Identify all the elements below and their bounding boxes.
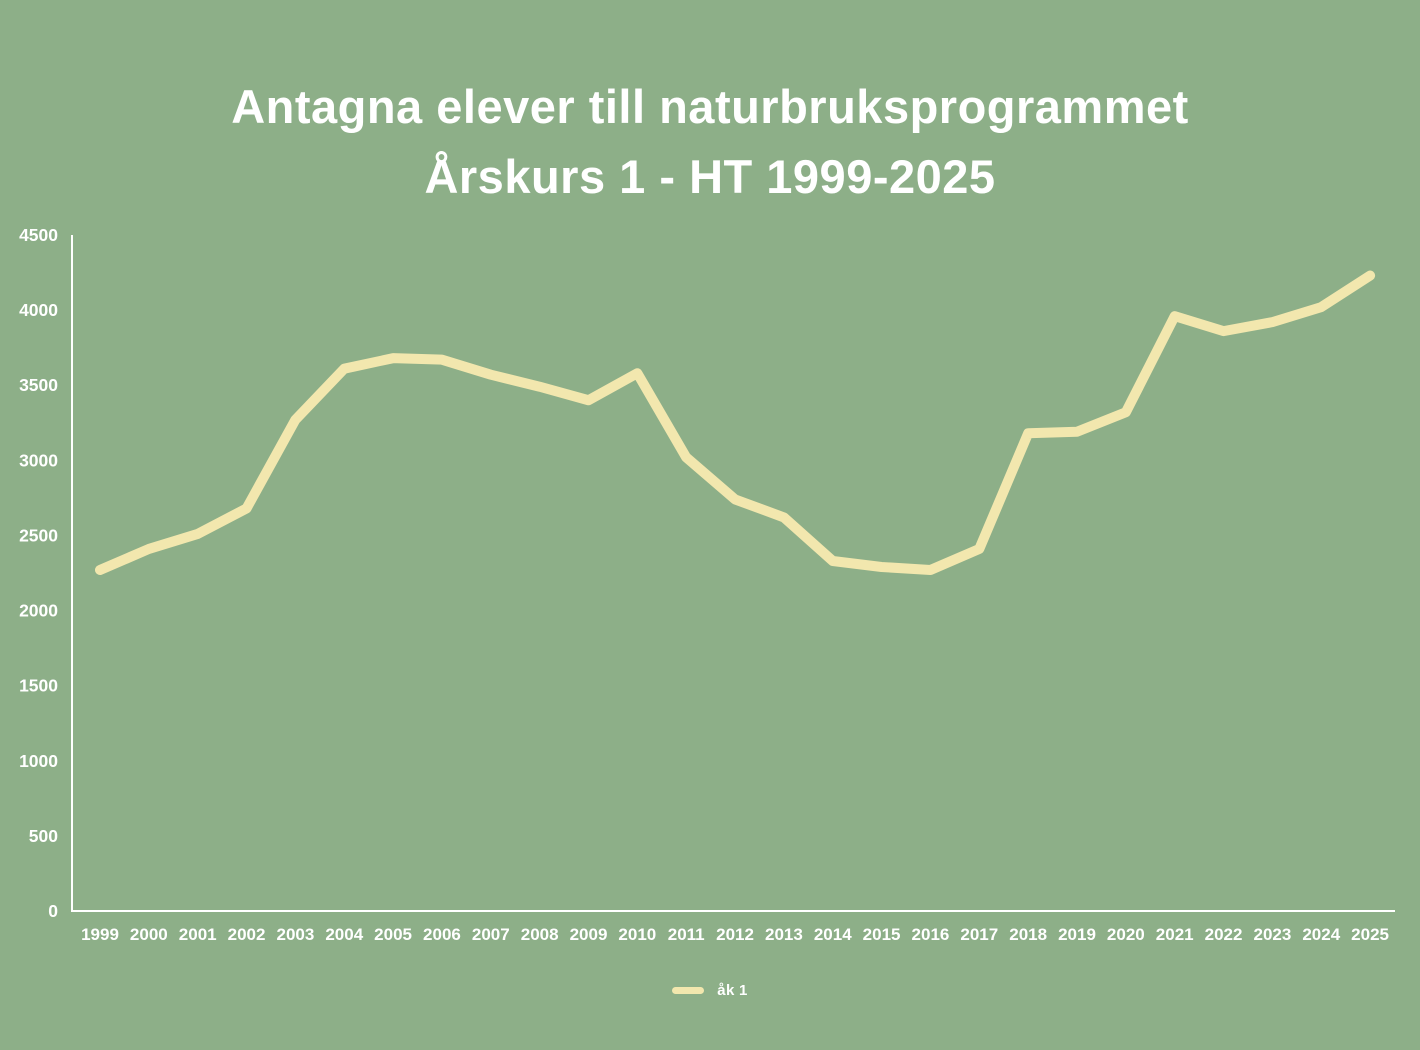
x-tick-label: 2021 <box>1156 925 1194 944</box>
x-tick-label: 2016 <box>912 925 950 944</box>
y-tick-label: 3000 <box>19 450 58 470</box>
y-tick-label: 3500 <box>19 375 58 395</box>
x-tick-label: 2018 <box>1009 925 1047 944</box>
x-tick-label: 2004 <box>325 925 363 944</box>
x-tick-label: 2008 <box>521 925 559 944</box>
x-tick-label: 2002 <box>228 925 266 944</box>
chart-title: Antagna elever till naturbruksprogrammet… <box>0 72 1420 212</box>
x-tick-label: 2017 <box>960 925 998 944</box>
axis-line <box>71 235 1395 912</box>
x-tick-label: 2003 <box>276 925 314 944</box>
y-tick-label: 2500 <box>19 525 58 545</box>
x-tick-label: 2019 <box>1058 925 1096 944</box>
y-tick-label: 4000 <box>19 300 58 320</box>
x-tick-label: 2009 <box>570 925 608 944</box>
x-tick-label: 2007 <box>472 925 510 944</box>
x-tick-label: 2013 <box>765 925 803 944</box>
x-tick-label: 2012 <box>716 925 754 944</box>
chart-title-line1: Antagna elever till naturbruksprogrammet <box>231 80 1189 133</box>
y-tick-label: 1000 <box>19 751 58 771</box>
legend-label: åk 1 <box>717 982 748 999</box>
data-line-ak1 <box>95 270 1376 575</box>
legend-line-swatch <box>672 987 705 994</box>
x-tick-label: 2010 <box>618 925 656 944</box>
x-tick-label: 2023 <box>1253 925 1291 944</box>
x-tick-label: 2015 <box>863 925 901 944</box>
chart-title-line2: Årskurs 1 - HT 1999-2025 <box>424 150 996 203</box>
x-tick-label: 2011 <box>668 925 705 944</box>
x-tick-label: 2022 <box>1205 925 1243 944</box>
y-tick-label: 4500 <box>19 225 58 245</box>
x-tick-label: 2020 <box>1107 925 1145 944</box>
x-tick-label: 1999 <box>81 925 119 944</box>
y-tick-label: 1500 <box>19 676 58 696</box>
x-tick-label: 2014 <box>814 925 852 944</box>
x-tick-label: 2005 <box>374 925 412 944</box>
y-tick-label: 2000 <box>19 601 58 621</box>
y-tick-label: 500 <box>29 826 58 846</box>
x-tick-label: 2025 <box>1351 925 1389 944</box>
x-tick-label: 2024 <box>1302 925 1340 944</box>
legend: åk 1 <box>0 982 1420 999</box>
x-tick-label: 2006 <box>423 925 461 944</box>
x-tick-label: 2000 <box>130 925 168 944</box>
x-tick-label: 2001 <box>179 925 217 944</box>
y-tick-label: 0 <box>48 901 58 921</box>
